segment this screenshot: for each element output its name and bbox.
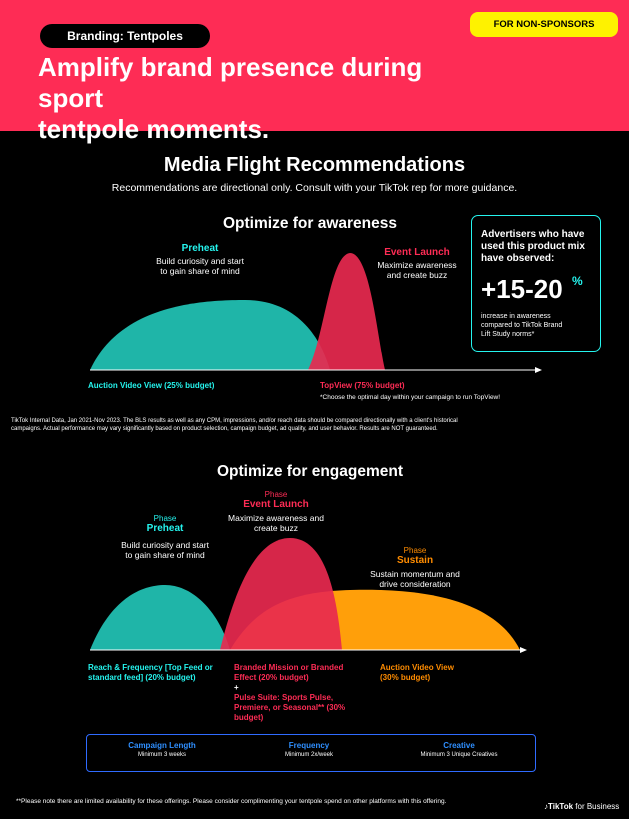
engagement-budget-reach-2: standard feed] (20% budget) [88, 673, 196, 682]
footer-note: **Please note there are limited availabi… [16, 798, 447, 805]
stat-caption-2: compared to TikTok Brand [481, 322, 563, 329]
header-banner: Branding: Tentpoles FOR NON-SPONSORS Amp… [0, 0, 629, 144]
headline-line-2: tentpole moments. [38, 114, 270, 144]
awareness-budget-note: *Choose the optimal day within your camp… [320, 394, 501, 401]
engagement-sustain-label: Phase [403, 546, 427, 555]
stat-caption-3: Lift Study norms* [481, 331, 535, 338]
section-subtitle: Recommendations are directional only. Co… [111, 182, 518, 194]
engagement-launch: Phase Event Launch Maximize awareness an… [206, 490, 346, 533]
stat-heading-1: Advertisers who have [481, 229, 585, 240]
engagement-sustain-desc-2: drive consideration [379, 579, 451, 589]
awareness-axis-arrow [535, 367, 542, 373]
engagement-sustain-desc: Sustain momentum and drive consideration [350, 569, 480, 589]
awareness-disclaimer-1: TikTok Internal Data, Jan 2021-Nov 2023.… [11, 418, 458, 424]
engagement-launch-desc: Maximize awareness and create buzz [206, 513, 346, 533]
engagement-sustain: Phase Sustain Sustain momentum and drive… [350, 546, 480, 589]
awareness-launch-curve [308, 253, 385, 370]
section-title: Media Flight Recommendations [163, 154, 466, 176]
engagement-preheat-label: Phase [153, 514, 177, 523]
awareness-launch-desc-1: Maximize awareness [377, 260, 457, 270]
awareness-preheat-desc-1: Build curiosity and start [156, 256, 244, 266]
engagement-budget-pulse-2: Premiere, or Seasonal** (30% [234, 703, 346, 712]
engagement-budget-auction-1: Auction Video View [380, 663, 454, 672]
summary-creative: Creative Minimum 3 Unique Creatives [389, 741, 529, 758]
engagement-budget-plus: + [234, 683, 239, 692]
category-pill: Branding: Tentpoles [40, 24, 210, 48]
awareness-title: Optimize for awareness [222, 215, 397, 232]
engagement-budget-pulse-1: Pulse Suite: Sports Pulse, [234, 693, 334, 702]
engagement-launch-desc-2: create buzz [254, 523, 298, 533]
engagement-budget-branded-1: Branded Mission or Branded [234, 663, 344, 672]
summary-length: Campaign Length Minimum 3 weeks [92, 741, 232, 758]
engagement-budget-reach: Reach & Frequency [Top Feed or standard … [88, 663, 213, 683]
brand-logo: ♪TikTok for Business [544, 802, 619, 811]
engagement-budget-branded: Branded Mission or Branded Effect (20% b… [234, 663, 345, 723]
engagement-preheat-desc-2: to gain share of mind [125, 550, 205, 560]
awareness-launch-name: Event Launch [384, 247, 450, 258]
campaign-summary-box: Campaign Length Minimum 3 weeks Frequenc… [86, 734, 536, 772]
stat-heading: Advertisers who have used this product m… [481, 229, 595, 265]
engagement-title: Optimize for engagement [216, 463, 404, 480]
summary-frequency-label: Frequency [288, 741, 330, 750]
awareness-preheat-name: Preheat [181, 243, 219, 254]
stat-unit: % [572, 274, 583, 288]
awareness-preheat-curve [90, 300, 330, 370]
summary-creative-label: Creative [443, 741, 475, 750]
awareness-launch-desc: Maximize awareness and create buzz [352, 260, 482, 280]
stat-caption: increase in awareness compared to TikTok… [481, 312, 597, 339]
brand-suffix: for Business [573, 802, 620, 811]
awareness-disclaimer-2: campaigns. Actual performance may vary s… [11, 426, 438, 432]
summary-frequency-value: Minimum 2x/week [284, 752, 333, 758]
engagement-budget-reach-1: Reach & Frequency [Top Feed or [88, 663, 213, 672]
awareness-budget-auction: Auction Video View (25% budget) [88, 381, 215, 390]
audience-badge: FOR NON-SPONSORS [470, 12, 618, 37]
headline-line-1: Amplify brand presence during sport [38, 52, 423, 113]
engagement-launch-label: Phase [264, 490, 288, 499]
awareness-preheat-desc-2: to gain share of mind [160, 266, 240, 276]
engagement-launch-curve [220, 538, 342, 650]
awareness-flight-chart [90, 253, 542, 373]
awareness-disclaimer: TikTok Internal Data, Jan 2021-Nov 2023.… [11, 417, 621, 433]
engagement-preheat: Phase Preheat Build curiosity and start … [90, 514, 240, 560]
engagement-budget-branded-2: Effect (20% budget) [234, 673, 309, 682]
awareness-launch-desc-2: and create buzz [386, 270, 448, 280]
engagement-preheat-desc-1: Build curiosity and start [121, 540, 209, 550]
awareness-launch: Event Launch Maximize awareness and crea… [352, 247, 482, 280]
engagement-preheat-name: Preheat [146, 523, 184, 534]
engagement-sustain-desc-1: Sustain momentum and [370, 569, 460, 579]
stat-heading-3: have observed: [481, 253, 555, 264]
stat-card: Advertisers who have used this product m… [471, 215, 601, 352]
brand-name: TikTok [548, 802, 574, 811]
engagement-budget-pulse-3: budget) [234, 713, 264, 722]
engagement-preheat-curve [90, 585, 230, 650]
headline: Amplify brand presence during sport tent… [38, 52, 478, 145]
engagement-launch-name: Event Launch [243, 499, 309, 510]
engagement-preheat-desc: Build curiosity and start to gain share … [90, 540, 240, 560]
engagement-flight-chart [90, 538, 527, 653]
engagement-axis-arrow [520, 647, 527, 653]
stat-heading-2: used this product mix [481, 241, 585, 252]
engagement-launch-desc-1: Maximize awareness and [228, 513, 324, 523]
summary-creative-value: Minimum 3 Unique Creatives [420, 752, 498, 758]
engagement-budget-auction-2: (30% budget) [380, 673, 431, 682]
awareness-budget-topview: TopView (75% budget) [320, 381, 405, 390]
summary-length-label: Campaign Length [128, 741, 196, 750]
awareness-preheat-desc: Build curiosity and start to gain share … [120, 256, 280, 276]
summary-frequency: Frequency Minimum 2x/week [239, 741, 379, 758]
engagement-sustain-name: Sustain [396, 555, 434, 566]
awareness-preheat: Preheat Build curiosity and start to gai… [120, 243, 280, 276]
summary-length-value: Minimum 3 weeks [137, 752, 186, 758]
stat-caption-1: increase in awareness [481, 313, 551, 320]
engagement-budget-auction: Auction Video View (30% budget) [380, 663, 454, 683]
stat-value: +15-20 [481, 274, 563, 304]
tiktok-note-icon: ♪ [544, 802, 548, 811]
